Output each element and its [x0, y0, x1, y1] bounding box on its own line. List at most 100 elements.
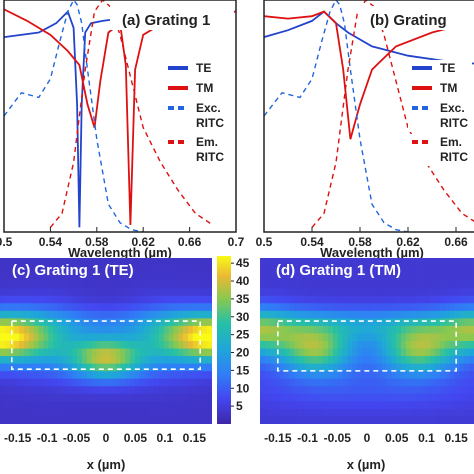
heatmap-cell — [163, 310, 170, 319]
heatmap-cell — [62, 280, 69, 289]
heatmap-cell — [154, 303, 160, 312]
heatmap-cell — [396, 378, 402, 387]
heatmap-cell — [357, 363, 363, 372]
heatmap-cell — [289, 371, 295, 380]
heatmap-cell — [125, 280, 131, 289]
heatmap-cell — [313, 318, 319, 327]
heatmap-cell — [284, 378, 290, 387]
heatmap-cell — [454, 401, 461, 410]
heatmap-cell — [459, 386, 465, 395]
heatmap-cell — [318, 348, 324, 357]
heatmap-cell — [178, 310, 184, 319]
heatmap-cell — [207, 258, 212, 267]
heatmap-cell — [149, 273, 155, 282]
heatmap-cell — [14, 393, 20, 402]
heatmap-cell — [430, 356, 436, 365]
heatmap-cell — [269, 273, 276, 282]
heatmap-cell — [435, 325, 441, 335]
heatmap-cell — [459, 341, 465, 350]
heatmap-cell — [415, 295, 422, 304]
heatmap-cell — [294, 288, 300, 297]
heatmap-cell — [183, 333, 189, 342]
heatmap-cell — [33, 378, 40, 387]
heatmap-cell — [81, 288, 88, 297]
heatmap-cell — [332, 416, 339, 424]
heatmap-cell — [159, 348, 165, 357]
heatmap-cell — [207, 303, 212, 312]
heatmap-cell — [125, 378, 131, 387]
heatmap-cell — [401, 348, 407, 357]
heatmap-cell — [464, 280, 470, 289]
heatmap-cell — [67, 363, 73, 372]
heatmap-cell — [454, 348, 461, 357]
heatmap-cell — [303, 363, 310, 372]
heatmap-cell — [168, 408, 175, 418]
heatmap-cell — [352, 356, 358, 365]
heatmap-cell — [454, 408, 461, 418]
heatmap-cell — [91, 325, 97, 335]
heatmap-cell — [91, 258, 97, 267]
heatmap-cell — [362, 363, 368, 372]
heatmap-cell — [391, 356, 397, 365]
heatmap-cell — [439, 408, 446, 418]
heatmap-cell — [401, 356, 407, 365]
panel-d-x-axis-label: x (µm) — [347, 457, 386, 472]
heatmap-cell — [420, 303, 426, 312]
heatmap-cell — [28, 341, 35, 350]
heatmap-cell — [449, 386, 456, 395]
heatmap-cell — [81, 416, 88, 424]
heatmap-cell — [464, 356, 470, 365]
heatmap-cell — [391, 363, 397, 372]
heatmap-cell — [332, 371, 339, 380]
heatmap-cell — [289, 393, 295, 402]
heatmap-cell — [449, 310, 456, 319]
heatmap-cell — [183, 363, 189, 372]
heatmap-cell — [202, 280, 208, 289]
heatmap-cell — [96, 318, 102, 327]
heatmap-cell — [120, 416, 126, 424]
heatmap-cell — [396, 310, 402, 319]
heatmap-cell — [4, 363, 11, 372]
heatmap-cell — [144, 363, 150, 372]
heatmap-cell — [96, 333, 102, 342]
heatmap-cell — [86, 416, 93, 424]
heatmap-cell — [96, 280, 102, 289]
heatmap-cell — [57, 265, 64, 274]
heatmap-cell — [318, 273, 324, 282]
heatmap-cell — [294, 273, 300, 282]
heatmap-cell — [130, 280, 136, 289]
heatmap-cell — [53, 265, 59, 274]
heatmap-cell — [323, 416, 329, 424]
heatmap-cell — [425, 341, 431, 350]
heatmap-cell — [139, 416, 146, 424]
heatmap-cell — [313, 295, 319, 304]
heatmap-cell — [81, 378, 88, 387]
heatmap-cell — [391, 408, 397, 418]
heatmap-cell — [449, 363, 456, 372]
heatmap-cell — [274, 280, 281, 289]
heatmap-cell — [187, 363, 194, 372]
heatmap-cell — [371, 416, 378, 424]
heatmap-cell — [14, 416, 20, 424]
heatmap-cell — [454, 265, 461, 274]
heatmap-cell — [115, 318, 122, 327]
heatmap-cell — [159, 273, 165, 282]
heatmap-cell — [347, 288, 354, 297]
heatmap-cell — [77, 333, 83, 342]
heatmap-cell — [420, 371, 426, 380]
heatmap-cell — [72, 371, 78, 380]
heatmap-cell — [72, 303, 78, 312]
heatmap-cell — [284, 310, 290, 319]
heatmap-cell — [410, 303, 417, 312]
heatmap-cell — [62, 325, 69, 335]
heatmap-cell — [444, 348, 451, 357]
heatmap-cell — [269, 356, 276, 365]
heatmap-cell — [454, 258, 461, 267]
heatmap-cell — [318, 393, 324, 402]
heatmap-cell — [144, 393, 150, 402]
heatmap-cell — [19, 378, 25, 387]
heatmap-cell — [130, 408, 136, 418]
heatmap-cell — [4, 258, 11, 267]
heatmap-cell — [303, 273, 310, 282]
x-tick-label: 0.05 — [385, 431, 409, 445]
